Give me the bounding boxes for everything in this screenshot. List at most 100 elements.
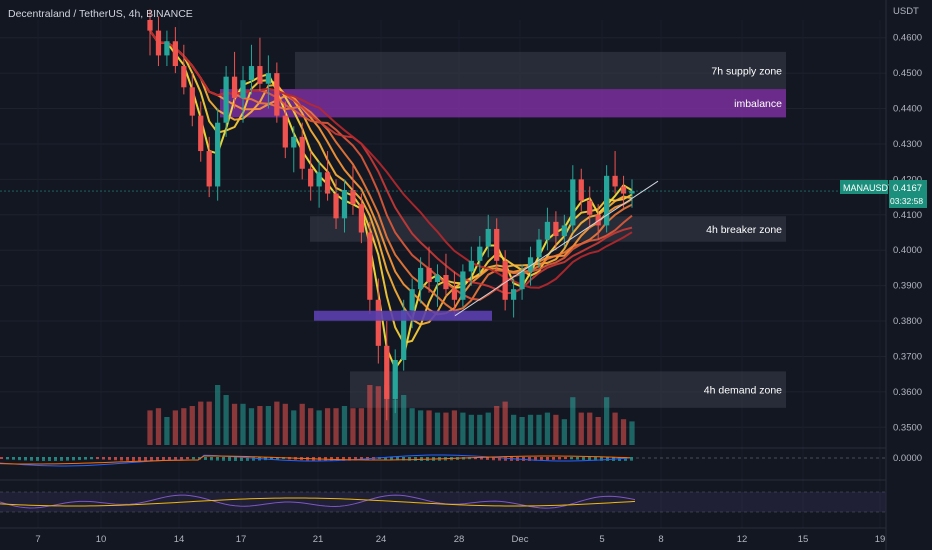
volume-bar xyxy=(265,406,272,445)
macd-hist-bar xyxy=(108,457,111,460)
candle-body xyxy=(443,275,449,290)
x-tick-label: 5 xyxy=(599,534,604,545)
volume-bar xyxy=(417,410,424,445)
macd-hist-bar xyxy=(102,457,105,460)
volume-bar xyxy=(561,419,567,445)
candle-body xyxy=(510,289,517,300)
x-tick-label: 7 xyxy=(35,534,40,545)
volume-bar xyxy=(527,414,534,445)
volume-bar xyxy=(350,408,356,445)
macd-hist-bar xyxy=(234,457,237,461)
candle-body xyxy=(265,73,272,84)
volume-bar xyxy=(231,403,238,445)
macd-hist-bar xyxy=(72,457,75,461)
candle-body xyxy=(231,76,238,98)
volume-bar xyxy=(494,406,500,445)
volume-bar xyxy=(282,403,288,445)
candle-body xyxy=(291,136,297,148)
macd-hist-bar xyxy=(498,457,501,461)
volume-bar xyxy=(477,414,483,445)
candle-body xyxy=(358,204,365,233)
macd-hist-bar xyxy=(42,457,45,461)
macd-hist-bar xyxy=(390,457,393,460)
x-tick-label: 24 xyxy=(376,534,387,545)
macd-hist-bar xyxy=(630,457,633,461)
volume-bar xyxy=(198,401,204,445)
volume-bar xyxy=(341,406,348,445)
macd-hist-bar xyxy=(162,457,165,461)
macd-hist-bar xyxy=(582,457,585,461)
macd-hist-bar xyxy=(144,457,147,461)
x-tick-label: 15 xyxy=(798,534,809,545)
macd-hist-bar xyxy=(30,457,33,461)
volume-bar xyxy=(443,412,449,445)
macd-hist-bar xyxy=(600,457,603,461)
candle-body xyxy=(468,260,474,272)
macd-hist-bar xyxy=(120,457,123,461)
candle-body xyxy=(367,232,373,300)
candle-body xyxy=(612,175,618,187)
volume-bar xyxy=(620,419,627,445)
macd-hist-bar xyxy=(348,457,351,461)
x-tick-label: 14 xyxy=(174,534,185,545)
candle-body xyxy=(553,221,559,237)
y-tick-label: 0.3800 xyxy=(893,316,922,327)
candle-body xyxy=(570,179,576,226)
x-tick-label: 8 xyxy=(658,534,663,545)
volume-bar xyxy=(604,397,610,445)
volume-bar xyxy=(510,414,517,445)
candle-body xyxy=(189,87,195,116)
macd-hist-bar xyxy=(192,457,195,460)
indicator-panes xyxy=(0,447,886,529)
y-tick-label: 0.4400 xyxy=(893,104,922,115)
candle-body xyxy=(595,214,601,226)
macd-hist-bar xyxy=(78,457,81,461)
candle-body xyxy=(494,228,500,261)
y-tick-label: 0.4300 xyxy=(893,139,922,150)
macd-hist-bar xyxy=(168,457,171,461)
macd-hist-bar xyxy=(552,457,555,460)
zones: 7h supply zone imbalance 4h breaker zone 4h… xyxy=(220,51,786,408)
zone-label: 4h demand zone xyxy=(704,385,782,397)
volume-bar xyxy=(595,417,601,445)
volume-bar xyxy=(468,414,474,445)
candle-body xyxy=(409,289,415,311)
x-tick-label: 21 xyxy=(313,534,324,545)
candle-body xyxy=(417,267,424,290)
ma-ribbon xyxy=(149,30,633,371)
symbol-badge-bg xyxy=(840,180,888,194)
macd-hist-bar xyxy=(66,457,69,461)
macd-hist-bar xyxy=(216,457,219,461)
macd-hist-bar xyxy=(384,457,387,460)
chart-title: Decentraland / TetherUS, 4h, BINANCE xyxy=(8,8,193,20)
macd-hist-bar xyxy=(54,457,57,461)
candle-body xyxy=(620,186,627,194)
volume-bar xyxy=(181,408,187,445)
y-tick-label: 0.4100 xyxy=(893,210,922,221)
macd-hist-bar xyxy=(132,457,135,461)
volume-bar xyxy=(324,408,331,445)
candle-body xyxy=(274,73,280,116)
candle-body xyxy=(181,66,187,88)
y-tick-label: 0.4000 xyxy=(893,245,922,256)
candle-body xyxy=(308,168,314,187)
volume-bar xyxy=(629,421,635,445)
macd-hist-bar xyxy=(492,457,495,461)
y-tick-label: 0.4500 xyxy=(893,68,922,79)
macd-hist-bar xyxy=(48,457,51,461)
macd-hist-bar xyxy=(408,457,411,461)
rsi-band xyxy=(0,492,886,512)
macd-hist-bar xyxy=(60,457,63,461)
candle-body xyxy=(384,345,390,399)
volume-bar xyxy=(536,414,542,445)
macd-hist-bar xyxy=(180,457,183,460)
volume-bar xyxy=(485,412,491,445)
macd-hist-bar xyxy=(606,457,609,461)
volume-bar xyxy=(206,401,212,445)
macd-hist-bar xyxy=(402,457,405,461)
macd-hist-bar xyxy=(558,457,561,460)
candle-body xyxy=(485,228,491,247)
x-tick-label: 17 xyxy=(236,534,247,545)
